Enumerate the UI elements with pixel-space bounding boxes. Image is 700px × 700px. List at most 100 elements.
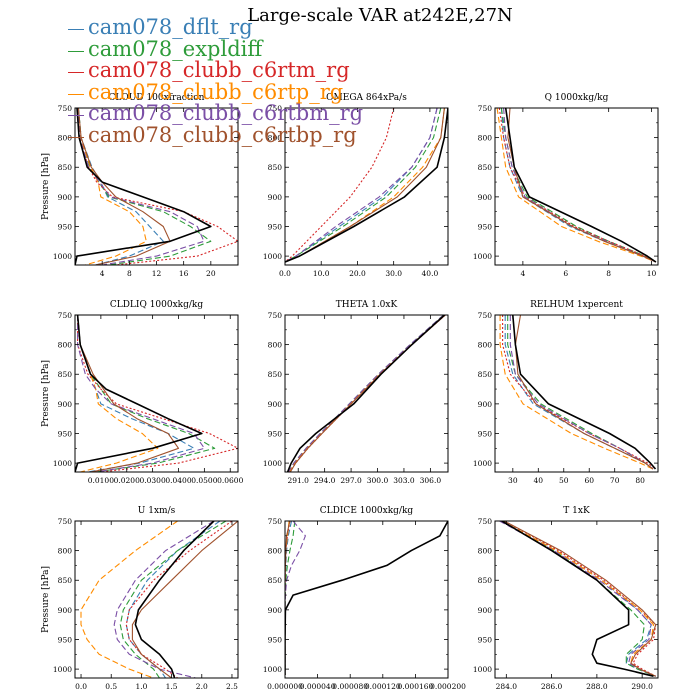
y-tick-label: 800 xyxy=(58,547,73,556)
y-tick-label: 750 xyxy=(268,517,283,526)
series-line xyxy=(285,108,442,263)
series-line xyxy=(503,108,657,263)
x-tick-label: 8 xyxy=(606,269,611,278)
series-line xyxy=(125,521,221,678)
series-line xyxy=(119,521,227,678)
series-line xyxy=(75,315,203,472)
x-tick-label: 286.0 xyxy=(541,682,563,691)
series-line xyxy=(288,315,444,472)
y-tick-label: 800 xyxy=(268,134,283,143)
plot-frame xyxy=(74,314,239,473)
legend-swatch xyxy=(68,136,84,138)
series-line xyxy=(77,315,180,472)
y-tick-label: 1000 xyxy=(473,459,492,468)
x-tick-label: 300.0 xyxy=(367,476,389,485)
series-line xyxy=(285,521,291,675)
series-line xyxy=(500,108,657,263)
series-line xyxy=(131,521,238,678)
legend-label: cam078_clubb_c6rtm_rg xyxy=(88,58,350,82)
y-tick-label: 750 xyxy=(58,104,73,113)
panel-title: CLDLIQ 1000xkg/kg xyxy=(110,300,204,310)
series-group xyxy=(285,521,448,675)
x-tick-label: 30 xyxy=(508,476,518,485)
series-line xyxy=(125,521,233,678)
y-tick-label: 800 xyxy=(478,134,493,143)
x-tick-label: 2.0 xyxy=(196,682,208,691)
figure-title: Large-scale VAR at242E,27N xyxy=(247,5,513,26)
y-tick-label: 750 xyxy=(268,104,283,113)
series-line xyxy=(507,315,654,470)
chart-panel: CLDLIQ 1000xkg/kg 750 800 850 900 950 1000 0.01… xyxy=(41,300,244,485)
y-tick-label: 850 xyxy=(58,576,73,585)
series-group xyxy=(499,315,657,470)
y-tick-label: 800 xyxy=(268,341,283,350)
y-tick-label: 950 xyxy=(478,222,493,231)
x-tick-label: 297.0 xyxy=(340,476,362,485)
x-tick-label: 303.0 xyxy=(393,476,415,485)
x-tick-label: 0.000200 xyxy=(430,682,466,691)
y-tick-label: 950 xyxy=(268,635,283,644)
y-tick-label: 950 xyxy=(478,429,493,438)
y-tick-label: 750 xyxy=(268,311,283,320)
plot-frame xyxy=(74,520,239,679)
x-tick-label: 288.0 xyxy=(586,682,608,691)
y-tick-label: 850 xyxy=(478,370,493,379)
y-tick-label: 900 xyxy=(268,193,283,202)
series-line xyxy=(77,108,171,265)
series-line xyxy=(502,315,656,470)
chart-panel: THETA 1.0xK 750 800 850 900 950 1000 291.0 294.0… xyxy=(263,300,449,485)
y-tick-label: 1000 xyxy=(263,665,282,674)
y-tick-label: 900 xyxy=(58,400,73,409)
series-line xyxy=(75,108,212,265)
x-tick-label: 0.000160 xyxy=(398,682,434,691)
panel-title: THETA 1.0xK xyxy=(336,300,398,310)
series-line xyxy=(499,315,654,470)
series-line xyxy=(496,108,657,263)
x-tick-label: 6 xyxy=(563,269,568,278)
y-tick-label: 1000 xyxy=(263,459,282,468)
y-axis-label: Pressure [hPa] xyxy=(41,153,51,220)
x-tick-label: 80 xyxy=(635,476,645,485)
panel-title: CLDICE 1000xkg/kg xyxy=(320,506,414,516)
y-axis-label: Pressure [hPa] xyxy=(41,566,51,633)
y-tick-label: 1000 xyxy=(473,252,492,261)
plot-frame xyxy=(494,107,659,266)
chart-panel: OMEGA 864xPa/s 750 800 850 900 950 1000 0.0 10.0… xyxy=(263,93,449,278)
y-tick-label: 750 xyxy=(58,311,73,320)
x-tick-label: 4 xyxy=(520,269,525,278)
y-tick-label: 1000 xyxy=(53,252,72,261)
y-tick-label: 750 xyxy=(478,104,493,113)
x-tick-label: 306.0 xyxy=(420,476,442,485)
y-tick-label: 950 xyxy=(478,635,493,644)
series-line xyxy=(77,315,205,472)
plot-frame xyxy=(284,520,449,679)
series-line xyxy=(500,108,657,263)
x-tick-label: 1.0 xyxy=(135,682,147,691)
x-tick-label: 40.0 xyxy=(422,269,439,278)
series-line xyxy=(512,315,657,470)
x-tick-label: 4 xyxy=(100,269,105,278)
legend-label: cam078_clubb_c6rtp_rg xyxy=(88,79,344,104)
plot-frame xyxy=(494,520,659,679)
plot-frame xyxy=(494,314,659,473)
series-line xyxy=(501,521,654,677)
y-tick-label: 950 xyxy=(58,429,73,438)
series-line xyxy=(113,521,215,678)
series-line xyxy=(499,521,656,677)
y-tick-label: 800 xyxy=(478,341,493,350)
series-line xyxy=(77,315,159,472)
legend-label: cam078_clubb_c6rtbp_rg xyxy=(88,122,357,147)
y-tick-label: 800 xyxy=(478,547,493,556)
x-tick-label: 40 xyxy=(534,476,544,485)
chart-panel: RELHUM 1xpercent 750 800 850 900 950 1000 30 40 5… xyxy=(473,300,659,485)
series-line xyxy=(504,108,657,263)
plot-frame xyxy=(284,107,449,266)
x-tick-label: 0.0300 xyxy=(139,476,165,485)
series-line xyxy=(503,521,657,677)
x-tick-label: 0.000040 xyxy=(300,682,336,691)
x-tick-label: 16 xyxy=(179,269,189,278)
plot-frame xyxy=(284,314,449,473)
x-tick-label: 20.0 xyxy=(349,269,366,278)
x-tick-label: 12 xyxy=(152,269,162,278)
